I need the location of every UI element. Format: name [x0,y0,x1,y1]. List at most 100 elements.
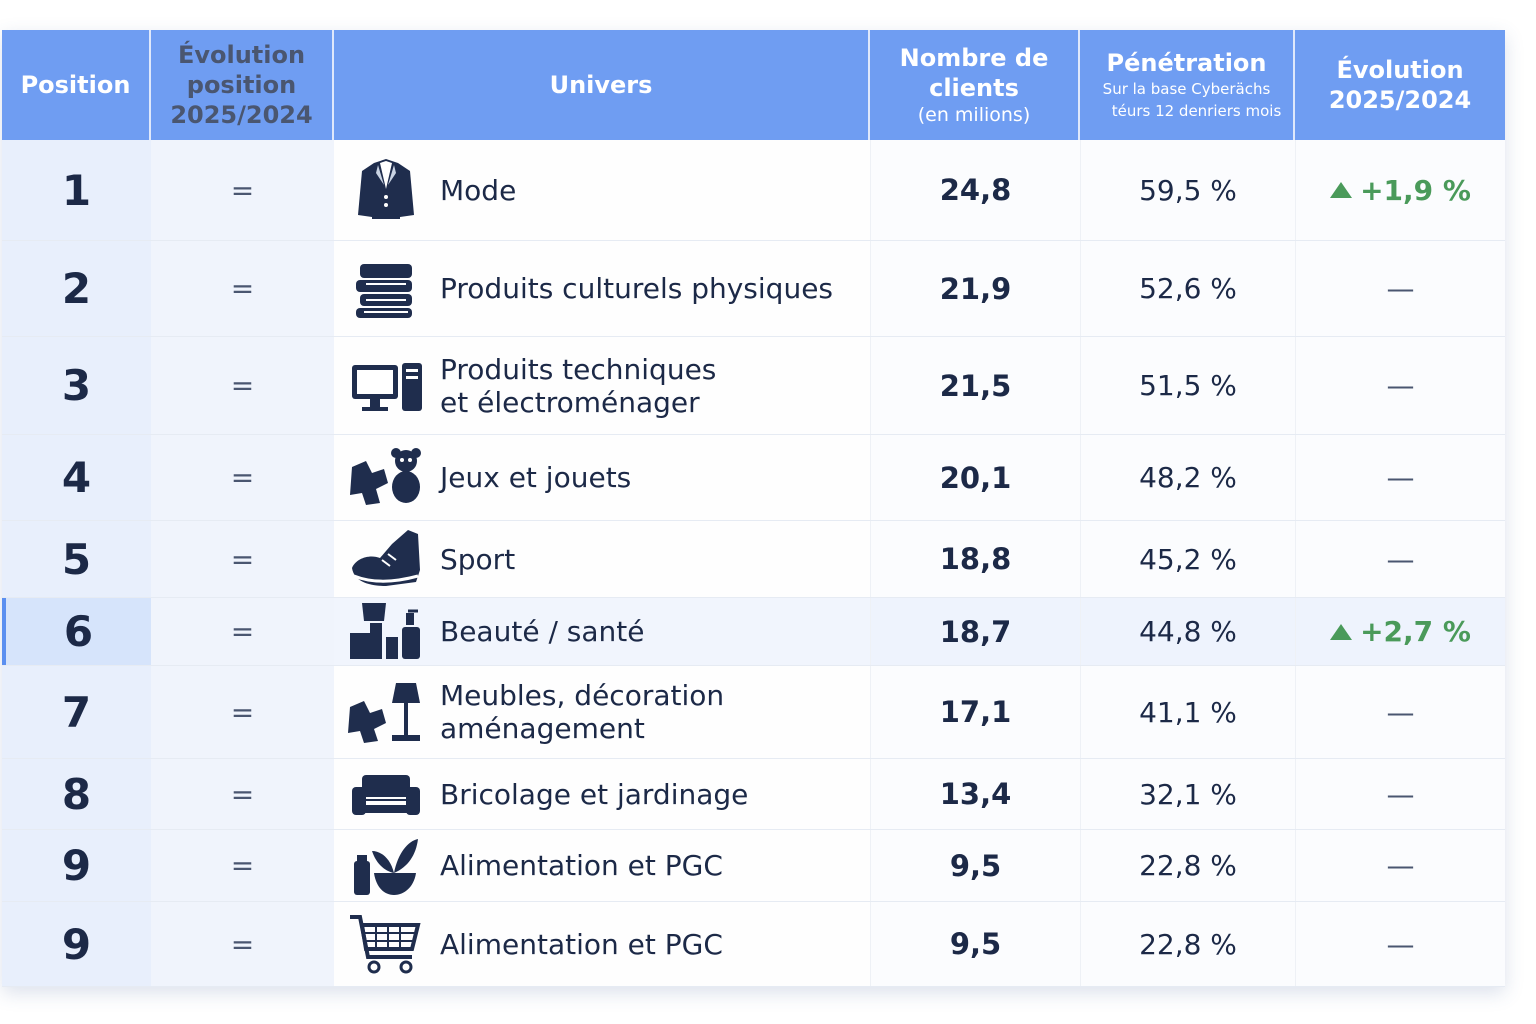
univers-label-line: Bricolage et jardinage [440,777,749,811]
penetration-cell: 22,8 % [1080,902,1295,986]
table-row: 6 = Beauté / santé 18,7 44,8 % +2,7 % [2,598,1505,666]
evolution-value: — [1386,849,1415,882]
position-cell: 9 [2,902,151,986]
evolution-position-cell: = [151,902,334,986]
evolution-positive: +1,9 % [1330,174,1471,207]
univers-cell: Produits culturels physiques [334,241,870,336]
header-label: Position [20,71,131,99]
evolution-position-cell: = [151,598,334,665]
position-cell: 9 [2,830,151,901]
penetration-value: 48,2 % [1139,461,1237,494]
position-value: 8 [61,769,92,819]
evolution-cell: — [1295,337,1505,434]
univers-label: Sport [440,543,515,576]
table-row: 3 = Produits techniques et électroménager… [2,337,1505,435]
position-cell: 5 [2,521,151,597]
clients-cell: 18,7 [870,598,1080,665]
penetration-cell: 52,6 % [1080,241,1295,336]
position-cell: 1 [2,140,151,240]
clients-cell: 9,5 [870,902,1080,986]
clients-cell: 21,5 [870,337,1080,434]
header-sublabel: téurs 12 denriers mois [1111,102,1282,120]
table-row: 1 = Mode 24,8 59,5 % +1,9 % [2,140,1505,241]
furniture-lamp-icon [348,683,420,743]
evolution-value: — [1386,272,1415,305]
univers-cell: Bricolage et jardinage [334,759,870,829]
penetration-cell: 59,5 % [1080,140,1295,240]
header-label: Univers [549,71,653,99]
position-cell: 8 [2,759,151,829]
table-row: 2 = Produits culturels physiques 21,9 52… [2,241,1505,337]
univers-label-line: Meubles, décoration [440,679,725,712]
table-header: Position Évolution position 2025/2024 Un… [2,30,1505,140]
univers-label-line: Beauté / santé [440,615,645,648]
clients-value: 18,8 [939,542,1012,576]
univers-label: Mode [440,174,516,207]
penetration-value: 22,8 % [1139,849,1237,882]
univers-label-line: Sport [440,542,516,576]
computer-icon [352,362,422,411]
univers-cell: Jeux et jouets [334,435,870,520]
penetration-value: 32,1 % [1139,777,1237,811]
univers-label: Bricolage et jardinage [440,778,748,811]
position-value: 9 [61,919,92,969]
plant-icon [354,838,418,895]
evolution-position-cell: = [151,140,334,240]
penetration-cell: 32,1 % [1080,759,1295,829]
evolution-value: +1,9 % [1360,173,1471,207]
header-label: clients [929,74,1019,102]
clients-value: 18,7 [939,614,1012,649]
header-univers: Univers [334,30,870,140]
toys-icon [350,447,421,505]
evolution-value: +2,7 % [1360,615,1471,648]
penetration-value: 51,5 % [1139,369,1237,402]
univers-cell: Beauté / santé [334,598,870,665]
penetration-value: 44,8 % [1139,615,1237,648]
position-value: 3 [61,361,92,410]
header-label: position [186,71,297,99]
position-value: 6 [63,607,94,656]
evolution-cell: — [1295,435,1505,520]
books-icon [356,263,412,318]
clients-value: 9,5 [949,927,1002,961]
univers-label: Beauté / santé [440,615,644,648]
univers-label: Jeux et jouets [440,461,631,494]
penetration-value: 59,5 % [1139,173,1237,207]
clients-value: 13,4 [939,777,1012,811]
penetration-value: 41,1 % [1139,695,1237,729]
penetration-cell: 45,2 % [1080,521,1295,597]
position-value: 1 [61,165,92,215]
evolution-position-value: = [230,369,255,402]
position-cell: 2 [2,241,151,336]
evolution-positive: +2,7 % [1330,615,1471,648]
table-row: 7 = Meubles, décoration aménagement 17,1 … [2,666,1505,759]
position-cell: 4 [2,435,151,520]
arrow-up-icon [1330,623,1353,640]
evolution-value: — [1386,927,1415,961]
header-label: Pénétration [1106,49,1267,77]
evolution-position-value: = [230,777,255,811]
penetration-cell: 51,5 % [1080,337,1295,434]
sneaker-icon [352,530,420,586]
univers-label-line: et électroménager [440,385,700,419]
table-row: 4 = Jeux et jouets 20,1 48,2 % — [2,435,1505,521]
sofa-icon [352,775,420,815]
evolution-position-value: = [230,461,255,494]
clients-value: 21,5 [939,368,1012,403]
univers-label-line: Produits culturels physiques [440,272,834,305]
evolution-position-cell: = [151,337,334,434]
evolution-position-value: = [230,849,255,882]
position-cell: 3 [2,337,151,434]
evolution-position-value: = [230,695,255,729]
evolution-position-value: = [230,173,255,207]
univers-label: Meubles, décoration aménagement [440,679,724,745]
arrow-up-icon [1330,182,1353,198]
position-value: 4 [61,453,92,502]
univers-label-line: Mode [440,173,517,207]
penetration-value: 52,6 % [1139,272,1237,305]
evolution-value: — [1386,542,1415,576]
header-label: 2025/2024 [1328,86,1472,114]
shopping-cart-icon [350,915,421,974]
penetration-value: 45,2 % [1139,542,1237,576]
evolution-position-value: = [230,615,255,648]
